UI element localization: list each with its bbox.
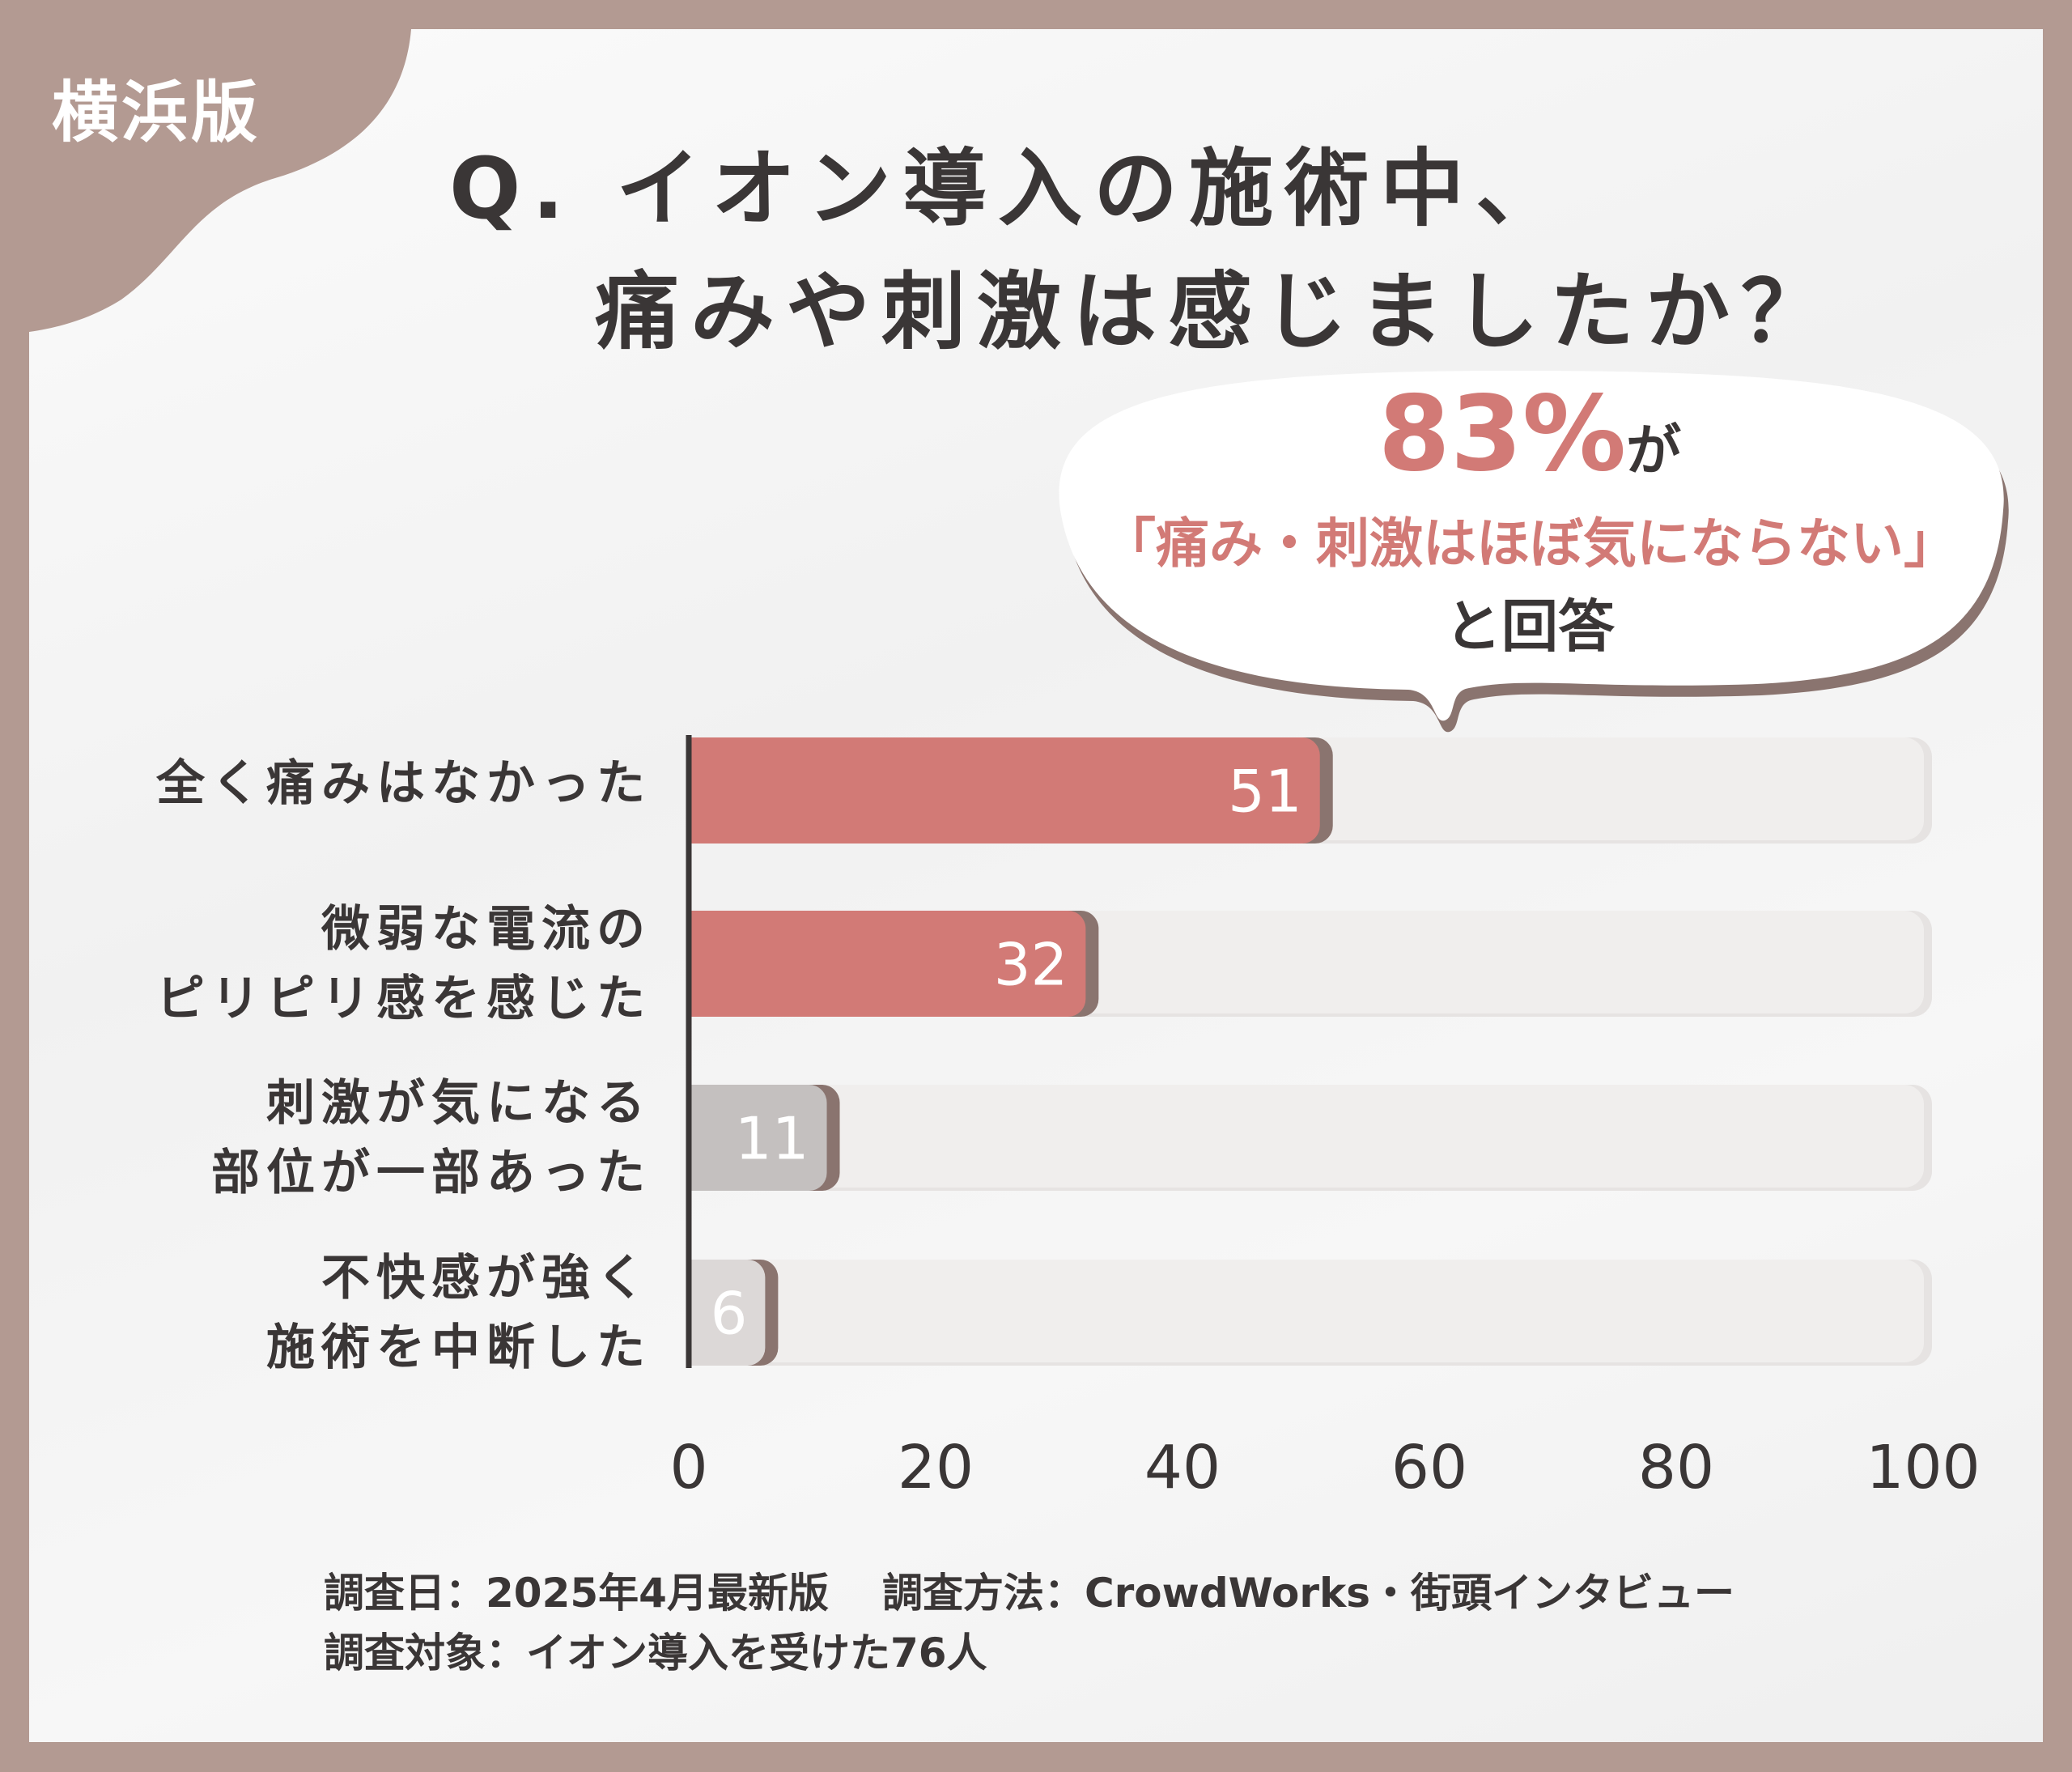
- category-label-line: ピリピリ感を感じた: [156, 971, 652, 1027]
- callout-quote: 「痛み・刺激はほぼ気にならない」: [1102, 512, 1957, 575]
- bar: [691, 911, 1086, 1017]
- category-label-line: 不快感が強く: [321, 1250, 652, 1307]
- x-tick-label: 80: [1637, 1433, 1715, 1502]
- category-label: 微弱な電流のピリピリ感を感じた: [156, 894, 652, 1034]
- category-label-line: 施術を中断した: [266, 1319, 652, 1376]
- title-line-1: Q. イオン導入の施術中、: [449, 139, 1572, 238]
- bar-track-face: [691, 1085, 1924, 1188]
- footer-line-1: 調査日：2025年4月最新版 調査方法：CrowdWorks・街頭インタビュー: [324, 1561, 1734, 1619]
- survey-method: 調査方法：CrowdWorks・街頭インタビュー: [881, 1570, 1735, 1617]
- percent-value: 83%: [1378, 374, 1627, 495]
- data-label: 32: [994, 931, 1068, 999]
- data-label: 11: [735, 1105, 809, 1173]
- bar-left-square: [691, 1260, 724, 1366]
- category-label-line: 刺激が気になる: [266, 1075, 652, 1132]
- panel: [29, 29, 2043, 1742]
- region-tag-shape: [29, 29, 411, 332]
- bar: [691, 1085, 827, 1191]
- category-label: 全く痛みはなかった: [156, 749, 652, 818]
- callout-percent: 83%が: [1044, 374, 2015, 495]
- x-tick-label: 40: [1144, 1433, 1221, 1502]
- x-tick-label: 100: [1866, 1433, 1981, 1502]
- data-label: 6: [711, 1280, 748, 1348]
- percent-suffix: が: [1626, 419, 1682, 483]
- region-tag: 横浜版: [52, 74, 261, 151]
- title-line-2: 痛みや刺激は感じましたか？: [595, 262, 1837, 361]
- x-tick-label: 20: [897, 1433, 974, 1502]
- x-tick-label: 60: [1391, 1433, 1468, 1502]
- x-tick-label: 0: [669, 1433, 708, 1502]
- data-label: 51: [1228, 758, 1302, 826]
- category-label: 不快感が強く施術を中断した: [266, 1243, 652, 1383]
- survey-date: 調査日：2025年4月最新版: [324, 1570, 829, 1617]
- bar-track-face: [691, 1260, 1924, 1362]
- survey-target: 調査対象：イオン導入を受けた76人: [324, 1630, 987, 1676]
- bar-left-square: [691, 737, 724, 844]
- category-label-line: 微弱な電流の: [321, 901, 652, 958]
- category-label-line: 全く痛みはなかった: [156, 755, 652, 812]
- speech-bubble: [1059, 371, 2009, 733]
- bar-left-square: [691, 911, 724, 1017]
- callout-answer: と回答: [1445, 593, 1615, 660]
- category-label: 刺激が気になる部位が一部あった: [211, 1069, 652, 1208]
- bar: [691, 737, 1320, 844]
- bar-left-square: [691, 1085, 724, 1191]
- category-label-line: 部位が一部あった: [211, 1145, 652, 1201]
